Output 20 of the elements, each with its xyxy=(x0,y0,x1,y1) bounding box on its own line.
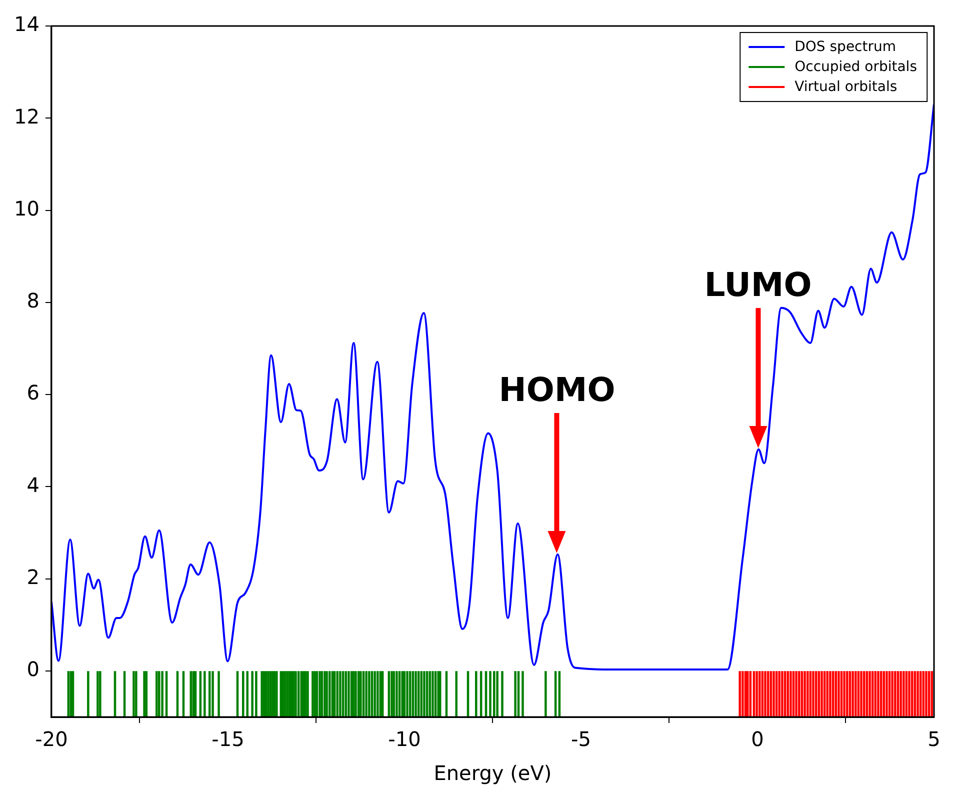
legend-label: Occupied orbitals xyxy=(794,58,917,77)
annotation: HOMO xyxy=(498,370,616,409)
y-tick-label: 6 xyxy=(26,380,40,405)
annotation: LUMO xyxy=(704,265,812,304)
x-tick-label: -20 xyxy=(35,727,68,752)
x-tick-label: 0 xyxy=(751,727,764,752)
y-tick-label: 0 xyxy=(26,657,40,682)
legend-label: Virtual orbitals xyxy=(794,78,898,97)
y-tick-label: 12 xyxy=(14,104,40,128)
y-tick-label: 4 xyxy=(26,472,40,497)
legend-label: DOS spectrum xyxy=(794,38,896,57)
x-tick-label: 5 xyxy=(928,727,940,752)
y-tick-label: 14 xyxy=(14,12,40,36)
y-tick-label: 8 xyxy=(26,288,40,313)
x-axis-title: Energy (eV) xyxy=(434,761,552,786)
y-tick-label: 10 xyxy=(14,196,40,220)
x-tick-label: -10 xyxy=(388,727,421,752)
x-tick-label: -15 xyxy=(212,727,244,752)
y-tick-label: 2 xyxy=(26,565,40,590)
x-tick-label: -5 xyxy=(571,727,591,752)
